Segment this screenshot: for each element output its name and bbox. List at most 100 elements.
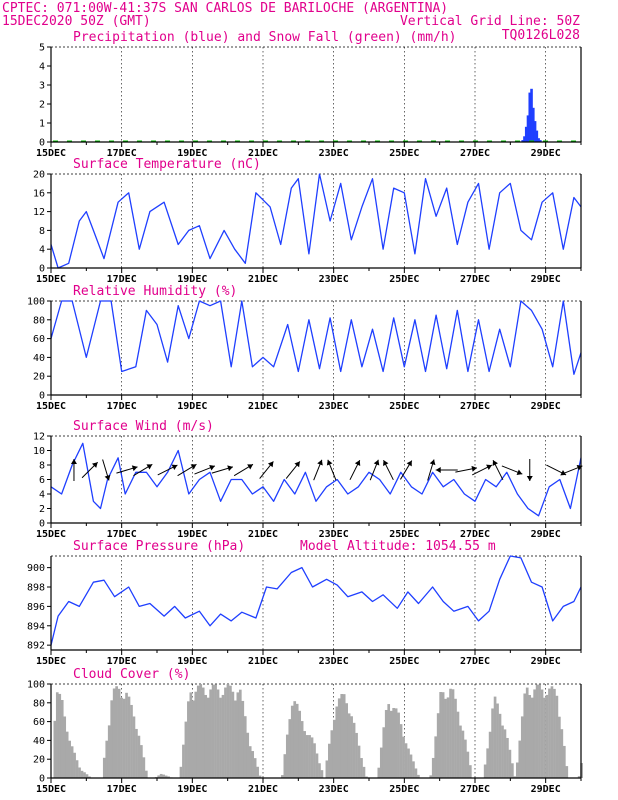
x-tick-label: 17DEC (107, 274, 137, 285)
cloud-bar (520, 716, 524, 778)
cloud-bar (88, 776, 91, 778)
panel-title: Relative Humidity (%) (73, 284, 237, 299)
cloud-bar (256, 766, 259, 778)
cloud-bar (241, 700, 245, 778)
x-tick-label: 23DEC (319, 274, 349, 285)
panel-3: Relative Humidity (%) 0 20 40 60 80 100 15DEC 17… (27, 284, 582, 412)
cloud-bar (191, 700, 195, 778)
y-tick-label: 40 (33, 353, 45, 364)
cloud-bar (501, 725, 504, 778)
y-tick-label: 900 (27, 563, 45, 574)
cloud-bar (226, 684, 230, 778)
cloud-bar (318, 763, 321, 778)
precip-bar (526, 115, 530, 142)
panel-6: Cloud Cover (%) 0 20 40 60 80 100 15DEC 17DEC 19D… (27, 667, 583, 795)
cloud-bar (127, 696, 131, 778)
x-tick-label: 15DEC (36, 401, 66, 412)
cloud-bar (234, 700, 237, 778)
y-tick-label: 12 (33, 207, 45, 218)
x-tick-label: 27DEC (460, 529, 490, 540)
cloud-bar (117, 688, 121, 778)
cloud-bar (436, 713, 440, 778)
x-tick-label: 27DEC (460, 784, 490, 795)
y-tick-label: 10 (33, 446, 45, 457)
cloud-bar (389, 710, 393, 778)
wind-arrow (211, 465, 234, 474)
x-tick-label: 25DEC (389, 656, 419, 667)
cloud-bar (285, 734, 289, 778)
cloud-bar (293, 701, 297, 778)
x-tick-label: 17DEC (107, 401, 137, 412)
cloud-bar (441, 692, 445, 778)
cloud-bar (439, 692, 442, 778)
cloud-bar (350, 716, 353, 778)
x-tick-label: 23DEC (319, 784, 349, 795)
header-station: CPTEC: 071:00W-41:37S SAN CARLOS DE BARI… (2, 1, 448, 16)
wind-arrow (427, 459, 436, 481)
cloud-bar (446, 697, 450, 778)
cloud-bar (75, 760, 79, 778)
cloud-bar (283, 754, 287, 778)
cloud-bar (68, 740, 71, 778)
cloud-bar (345, 703, 348, 778)
cloud-bar (355, 732, 358, 778)
cloud-bar (459, 725, 462, 778)
cloud-bar (164, 775, 168, 778)
y-tick-label: 6 (39, 475, 45, 486)
data-series (50, 173, 582, 269)
cloud-bar (414, 768, 418, 778)
x-tick-label: 23DEC (319, 148, 349, 159)
cloud-bar (560, 729, 564, 778)
y-tick-label: 4 (39, 490, 45, 501)
data-series (50, 442, 582, 517)
cloud-bar (379, 747, 383, 778)
cloud-bar (513, 776, 517, 778)
cloud-bar (243, 716, 247, 778)
cloud-bar (553, 688, 556, 778)
wind-arrow (455, 465, 478, 473)
cloud-bar (496, 703, 499, 778)
x-tick-label: 17DEC (107, 529, 137, 540)
cloud-bar (407, 748, 410, 778)
cloud-bar (451, 689, 455, 778)
cloud-bar (73, 752, 76, 778)
x-tick-label: 21DEC (248, 274, 278, 285)
wind-arrow (435, 467, 458, 473)
cloud-bar (515, 762, 519, 778)
wind-arrow (70, 459, 77, 481)
cloud-bar (201, 687, 205, 778)
cloud-bar (461, 730, 465, 778)
cloud-bar (538, 684, 541, 778)
cloud-bar (140, 745, 143, 778)
x-tick-label: 21DEC (248, 401, 278, 412)
cloud-bar (238, 689, 242, 778)
cloud-bar (209, 689, 212, 778)
cloud-bar (402, 736, 405, 778)
y-tick-label: 20 (33, 170, 45, 181)
x-tick-label: 29DEC (531, 148, 561, 159)
y-tick-label: 4 (39, 62, 45, 73)
cloud-bar (224, 687, 227, 778)
cloud-bar (231, 691, 235, 778)
cloud-bar (417, 774, 420, 778)
cloud-bar (454, 698, 457, 778)
cloud-bar (503, 729, 507, 778)
cloud-bar (107, 725, 111, 778)
cloud-bar (115, 686, 118, 778)
x-tick-label: 29DEC (531, 784, 561, 795)
cloud-bar (80, 770, 84, 778)
cloud-bar (392, 707, 395, 778)
cloud-bar (53, 720, 57, 778)
cloud-bar (199, 684, 203, 778)
panel-title: Surface Wind (m/s) (73, 419, 214, 434)
y-tick-label: 60 (33, 334, 45, 345)
cloud-bar (399, 724, 403, 778)
cloud-bar (397, 712, 400, 778)
wind-arrow (313, 459, 323, 481)
cloud-bar (206, 697, 210, 778)
cloud-bar (558, 716, 561, 778)
cloud-bar (533, 689, 536, 778)
x-tick-label: 23DEC (319, 401, 349, 412)
cloud-bar (214, 684, 217, 778)
x-tick-label: 19DEC (177, 274, 207, 285)
